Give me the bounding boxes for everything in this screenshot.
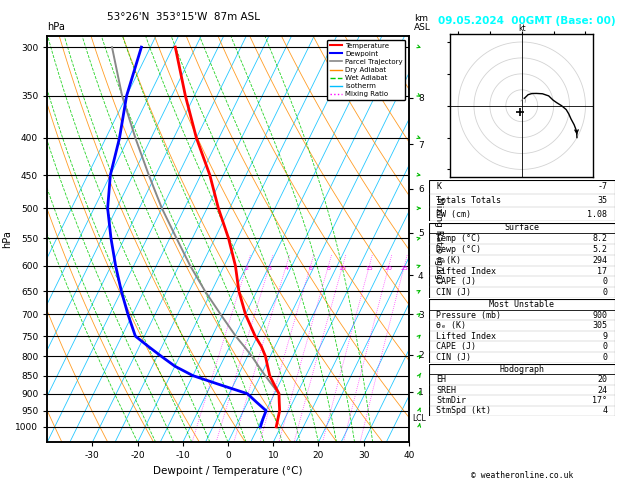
- Text: PW (cm): PW (cm): [437, 210, 471, 219]
- Text: 0: 0: [602, 278, 607, 286]
- Text: km
ASL: km ASL: [414, 14, 431, 32]
- Text: 4: 4: [284, 266, 288, 271]
- Text: SREH: SREH: [437, 385, 457, 395]
- Text: 0: 0: [602, 342, 607, 351]
- Text: Totals Totals: Totals Totals: [437, 196, 501, 205]
- Text: Lifted Index: Lifted Index: [437, 266, 496, 276]
- Text: 9: 9: [602, 332, 607, 341]
- Text: 1.08: 1.08: [587, 210, 607, 219]
- Text: 8.2: 8.2: [592, 234, 607, 243]
- Text: K: K: [437, 182, 442, 191]
- Text: 294: 294: [592, 256, 607, 265]
- Text: CAPE (J): CAPE (J): [437, 342, 476, 351]
- Text: 0: 0: [602, 288, 607, 297]
- Text: CIN (J): CIN (J): [437, 353, 471, 362]
- Text: 25: 25: [401, 266, 408, 271]
- Text: StmSpd (kt): StmSpd (kt): [437, 406, 491, 416]
- Text: 24: 24: [597, 385, 607, 395]
- Text: hPa: hPa: [47, 21, 65, 32]
- Text: Dewp (°C): Dewp (°C): [437, 245, 481, 254]
- Text: 20: 20: [597, 375, 607, 384]
- Text: 20: 20: [385, 266, 393, 271]
- Text: © weatheronline.co.uk: © weatheronline.co.uk: [471, 471, 573, 480]
- Y-axis label: Mixing Ratio (g/kg): Mixing Ratio (g/kg): [434, 196, 443, 282]
- Text: 3: 3: [267, 266, 272, 271]
- Text: 53°26'N  353°15'W  87m ASL: 53°26'N 353°15'W 87m ASL: [107, 12, 260, 22]
- Text: CIN (J): CIN (J): [437, 288, 471, 297]
- Text: Temp (°C): Temp (°C): [437, 234, 481, 243]
- Text: 900: 900: [592, 311, 607, 320]
- Text: 17°: 17°: [592, 396, 607, 405]
- Text: 2: 2: [245, 266, 249, 271]
- Text: 09.05.2024  00GMT (Base: 00): 09.05.2024 00GMT (Base: 00): [438, 16, 616, 26]
- X-axis label: Dewpoint / Temperature (°C): Dewpoint / Temperature (°C): [153, 466, 303, 476]
- Text: 4: 4: [602, 406, 607, 416]
- Text: LCL: LCL: [413, 415, 426, 423]
- Text: 15: 15: [365, 266, 373, 271]
- Text: 6: 6: [309, 266, 313, 271]
- Text: Pressure (mb): Pressure (mb): [437, 311, 501, 320]
- Text: 5.2: 5.2: [592, 245, 607, 254]
- Text: θₑ (K): θₑ (K): [437, 321, 466, 330]
- Text: 0: 0: [602, 353, 607, 362]
- Text: 305: 305: [592, 321, 607, 330]
- Text: StmDir: StmDir: [437, 396, 466, 405]
- Text: 35: 35: [597, 196, 607, 205]
- Text: 10: 10: [339, 266, 347, 271]
- Legend: Temperature, Dewpoint, Parcel Trajectory, Dry Adiabat, Wet Adiabat, Isotherm, Mi: Temperature, Dewpoint, Parcel Trajectory…: [327, 40, 405, 100]
- Text: Hodograph: Hodograph: [499, 364, 544, 374]
- X-axis label: kt: kt: [518, 24, 526, 33]
- Text: θₑ(K): θₑ(K): [437, 256, 462, 265]
- Text: Most Unstable: Most Unstable: [489, 300, 554, 309]
- Text: CAPE (J): CAPE (J): [437, 278, 476, 286]
- Text: 17: 17: [597, 266, 607, 276]
- Y-axis label: hPa: hPa: [3, 230, 13, 248]
- Text: Surface: Surface: [504, 224, 539, 232]
- Text: -7: -7: [597, 182, 607, 191]
- Text: EH: EH: [437, 375, 447, 384]
- Text: Lifted Index: Lifted Index: [437, 332, 496, 341]
- Text: 8: 8: [326, 266, 330, 271]
